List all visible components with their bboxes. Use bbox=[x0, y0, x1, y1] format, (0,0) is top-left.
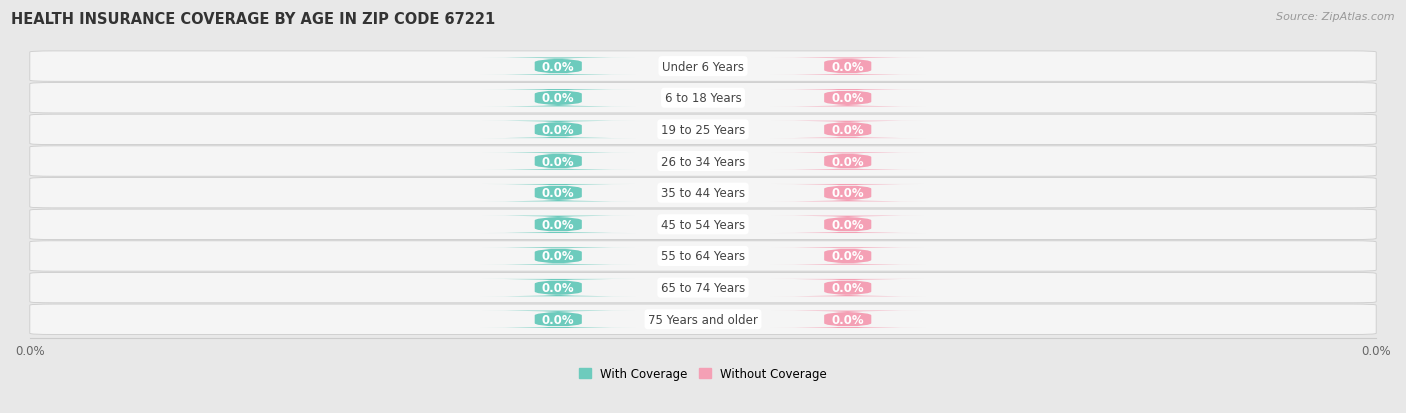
Text: 0.0%: 0.0% bbox=[831, 281, 865, 294]
Text: 0.0%: 0.0% bbox=[831, 218, 865, 231]
FancyBboxPatch shape bbox=[770, 279, 925, 297]
Text: 0.0%: 0.0% bbox=[541, 92, 575, 105]
Text: 75 Years and older: 75 Years and older bbox=[648, 313, 758, 326]
Text: Under 6 Years: Under 6 Years bbox=[662, 60, 744, 74]
Text: 0.0%: 0.0% bbox=[831, 313, 865, 326]
FancyBboxPatch shape bbox=[770, 311, 925, 328]
FancyBboxPatch shape bbox=[30, 147, 1376, 177]
FancyBboxPatch shape bbox=[481, 311, 636, 328]
Text: HEALTH INSURANCE COVERAGE BY AGE IN ZIP CODE 67221: HEALTH INSURANCE COVERAGE BY AGE IN ZIP … bbox=[11, 12, 495, 27]
FancyBboxPatch shape bbox=[30, 178, 1376, 209]
Text: 0.0%: 0.0% bbox=[831, 250, 865, 263]
Text: 26 to 34 Years: 26 to 34 Years bbox=[661, 155, 745, 168]
Text: 0.0%: 0.0% bbox=[541, 313, 575, 326]
FancyBboxPatch shape bbox=[770, 121, 925, 139]
Text: 0.0%: 0.0% bbox=[541, 187, 575, 200]
Text: 0.0%: 0.0% bbox=[541, 281, 575, 294]
Text: 55 to 64 Years: 55 to 64 Years bbox=[661, 250, 745, 263]
FancyBboxPatch shape bbox=[30, 115, 1376, 145]
Text: 0.0%: 0.0% bbox=[541, 155, 575, 168]
Text: 0.0%: 0.0% bbox=[831, 123, 865, 137]
FancyBboxPatch shape bbox=[30, 304, 1376, 335]
Text: 19 to 25 Years: 19 to 25 Years bbox=[661, 123, 745, 137]
Text: 0.0%: 0.0% bbox=[541, 218, 575, 231]
FancyBboxPatch shape bbox=[30, 83, 1376, 114]
Text: 0.0%: 0.0% bbox=[831, 92, 865, 105]
FancyBboxPatch shape bbox=[481, 153, 636, 170]
Legend: With Coverage, Without Coverage: With Coverage, Without Coverage bbox=[574, 363, 832, 385]
Text: Source: ZipAtlas.com: Source: ZipAtlas.com bbox=[1277, 12, 1395, 22]
FancyBboxPatch shape bbox=[481, 121, 636, 139]
FancyBboxPatch shape bbox=[770, 153, 925, 170]
FancyBboxPatch shape bbox=[30, 52, 1376, 82]
Text: 0.0%: 0.0% bbox=[541, 250, 575, 263]
Text: 6 to 18 Years: 6 to 18 Years bbox=[665, 92, 741, 105]
FancyBboxPatch shape bbox=[481, 90, 636, 107]
Text: 35 to 44 Years: 35 to 44 Years bbox=[661, 187, 745, 200]
Text: 0.0%: 0.0% bbox=[831, 187, 865, 200]
FancyBboxPatch shape bbox=[481, 248, 636, 265]
Text: 0.0%: 0.0% bbox=[831, 60, 865, 74]
Text: 45 to 54 Years: 45 to 54 Years bbox=[661, 218, 745, 231]
FancyBboxPatch shape bbox=[770, 248, 925, 265]
FancyBboxPatch shape bbox=[770, 90, 925, 107]
FancyBboxPatch shape bbox=[770, 58, 925, 76]
FancyBboxPatch shape bbox=[30, 241, 1376, 271]
FancyBboxPatch shape bbox=[30, 210, 1376, 240]
Text: 65 to 74 Years: 65 to 74 Years bbox=[661, 281, 745, 294]
FancyBboxPatch shape bbox=[481, 185, 636, 202]
FancyBboxPatch shape bbox=[481, 279, 636, 297]
Text: 0.0%: 0.0% bbox=[541, 123, 575, 137]
FancyBboxPatch shape bbox=[481, 58, 636, 76]
FancyBboxPatch shape bbox=[481, 216, 636, 233]
FancyBboxPatch shape bbox=[770, 185, 925, 202]
Text: 0.0%: 0.0% bbox=[831, 155, 865, 168]
FancyBboxPatch shape bbox=[770, 216, 925, 233]
FancyBboxPatch shape bbox=[30, 273, 1376, 303]
Text: 0.0%: 0.0% bbox=[541, 60, 575, 74]
